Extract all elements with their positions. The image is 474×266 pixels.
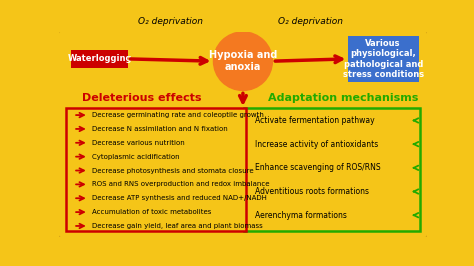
- Text: Decrease various nutrition: Decrease various nutrition: [92, 140, 184, 146]
- Text: Waterlogging: Waterlogging: [67, 54, 132, 63]
- Text: Activate fermentation pathway: Activate fermentation pathway: [255, 116, 374, 125]
- Text: Deleterious effects: Deleterious effects: [82, 93, 202, 103]
- FancyBboxPatch shape: [347, 36, 419, 82]
- Text: Decrease ATP synthesis and reduced NAD+/NADH: Decrease ATP synthesis and reduced NAD+/…: [92, 195, 267, 201]
- Text: Decrease germinating rate and coleoptile growth: Decrease germinating rate and coleoptile…: [92, 112, 264, 118]
- Text: Aerenchyma formations: Aerenchyma formations: [255, 211, 346, 220]
- Text: Increase activity of antioxidants: Increase activity of antioxidants: [255, 140, 378, 149]
- Text: O₂ deprivation: O₂ deprivation: [138, 17, 203, 26]
- Text: O₂ deprivation: O₂ deprivation: [278, 17, 343, 26]
- Text: Adaptation mechanisms: Adaptation mechanisms: [268, 93, 419, 103]
- Text: Accumulation of toxic metabolites: Accumulation of toxic metabolites: [92, 209, 211, 215]
- Text: ROS and RNS overproduction and redox imbalance: ROS and RNS overproduction and redox imb…: [92, 181, 269, 187]
- Circle shape: [213, 32, 273, 90]
- Text: Enhance scavenging of ROS/RNS: Enhance scavenging of ROS/RNS: [255, 163, 380, 172]
- Text: Cytoplasmic acidification: Cytoplasmic acidification: [92, 154, 180, 160]
- FancyBboxPatch shape: [245, 108, 419, 231]
- Text: Hypoxia and
anoxia: Hypoxia and anoxia: [209, 50, 277, 72]
- FancyBboxPatch shape: [58, 30, 428, 238]
- Text: Various
physiological,
pathological and
stress conditions: Various physiological, pathological and …: [343, 39, 424, 79]
- Text: Decrease gain yield, leaf area and plant biomass: Decrease gain yield, leaf area and plant…: [92, 223, 263, 229]
- Text: Decrease N assimilation and N fixation: Decrease N assimilation and N fixation: [92, 126, 228, 132]
- FancyBboxPatch shape: [71, 50, 128, 68]
- Text: Decrease photosynthesis and stomata closure: Decrease photosynthesis and stomata clos…: [92, 168, 254, 173]
- Text: Adventitious roots formations: Adventitious roots formations: [255, 187, 369, 196]
- FancyBboxPatch shape: [66, 108, 246, 231]
